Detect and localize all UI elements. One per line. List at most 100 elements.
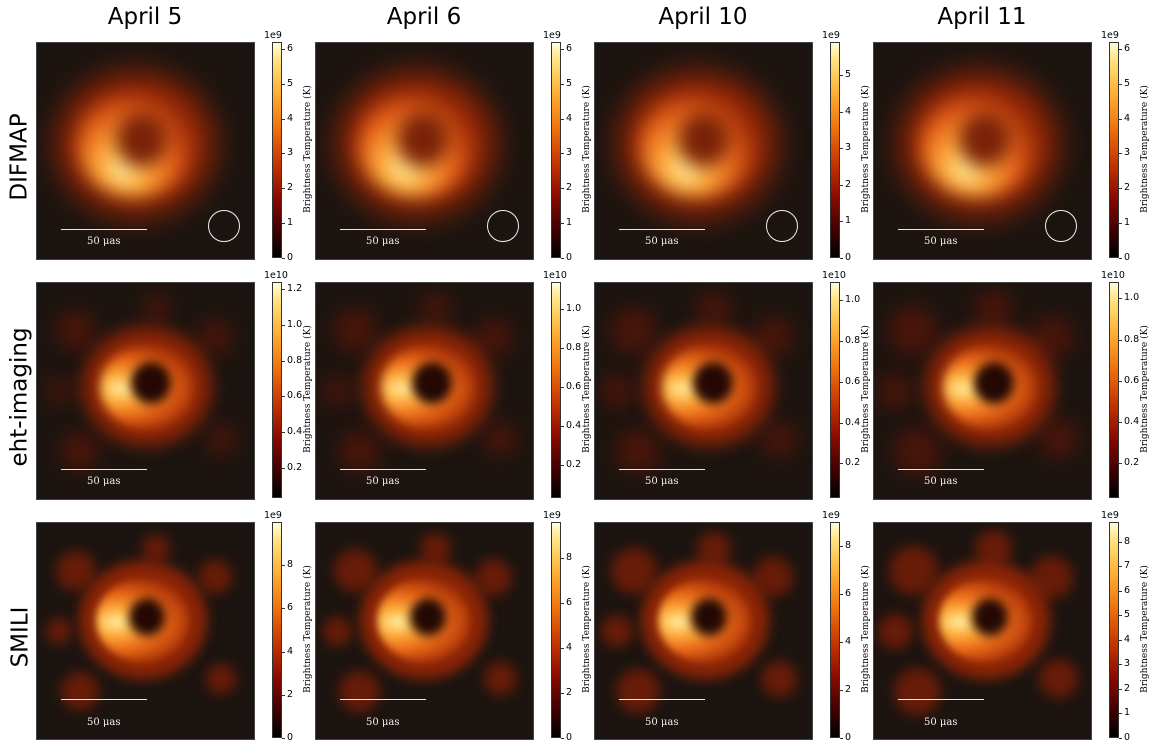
colorbar-tick-label: 0.4: [1124, 415, 1140, 427]
colorbar-tick-label: 0.8: [845, 335, 861, 347]
colorbar-tick-mark: [1119, 639, 1122, 641]
colorbar-tick-label: 0.4: [845, 416, 861, 428]
colorbar: [1109, 282, 1119, 498]
colorbar-label: Brightness Temperature (K): [1140, 85, 1150, 213]
row-label-text: eht-imaging: [7, 327, 34, 467]
colorbar-tick-mark: [561, 258, 564, 259]
colorbar-tick-label: 1: [1124, 707, 1131, 719]
colorbar: [272, 522, 282, 738]
colorbar-tick-label: 4: [845, 105, 852, 117]
colorbar-tick-mark: [1119, 421, 1122, 423]
emission-blob: [323, 616, 353, 646]
colorbar: [830, 42, 840, 258]
shadow-hole: [130, 361, 171, 404]
colorbar-tick-mark: [840, 642, 843, 643]
colorbar-tick-mark: [1119, 118, 1122, 120]
colorbar-tick-mark: [1119, 380, 1122, 382]
colorbar-tick-mark: [840, 594, 843, 595]
colorbar-tick-label: 1.2: [287, 283, 303, 295]
colorbar-tick-mark: [1119, 615, 1122, 617]
colorbar-tick-mark: [1119, 83, 1122, 85]
colorbar: [551, 282, 561, 498]
emission-blob: [56, 310, 97, 351]
colorbar-multiplier: 1e9: [1101, 30, 1119, 41]
colorbar-tick-mark: [561, 387, 564, 389]
colorbar-tick-label: 1.0: [845, 294, 861, 306]
colorbar-tick-label: 2: [287, 182, 294, 194]
row-label-2: SMILI: [6, 522, 34, 752]
colorbar-tick-label: 3: [287, 147, 294, 159]
emission-blob: [483, 662, 517, 696]
emission-blob: [206, 423, 237, 454]
colorbar-tick-label: 6: [287, 42, 294, 54]
colorbar: [551, 522, 561, 738]
colorbar-tick-mark: [282, 48, 285, 50]
colorbar-tick-mark: [561, 648, 564, 649]
colorbar-tick-label: 0.8: [1124, 333, 1140, 345]
colorbar-tick-label: 0: [1124, 252, 1131, 263]
scale-bar: [61, 699, 147, 700]
colorbar-tick-mark: [282, 467, 285, 469]
colorbar-tick-mark: [1119, 298, 1122, 300]
colorbar-tick-label: 0.2: [1124, 457, 1140, 469]
colorbar-tick-mark: [840, 381, 843, 383]
colorbar-tick-label: 2: [845, 684, 852, 695]
colorbar-multiplier: 1e10: [822, 270, 846, 281]
emission-blob: [419, 293, 451, 325]
colorbar-tick-mark: [1119, 713, 1122, 715]
emission-blob: [56, 550, 97, 591]
colorbar: [551, 42, 561, 258]
colorbar-tick-label: 6: [1124, 584, 1131, 596]
colorbar-tick-mark: [1119, 566, 1122, 568]
colorbar-tick-mark: [840, 690, 843, 691]
image-panel: 50 μas: [873, 522, 1092, 740]
emission-blob: [611, 547, 658, 594]
emission-blob: [323, 376, 353, 406]
colorbar-tick-label: 0.6: [1124, 374, 1140, 386]
emission-blob: [338, 430, 380, 472]
shadow-hole: [396, 112, 449, 167]
colorbar-tick-mark: [840, 422, 843, 424]
column-title-4: April 11: [937, 4, 1027, 30]
column-title-3: April 10: [658, 4, 748, 30]
colorbar-label: Brightness Temperature (K): [861, 565, 871, 693]
row-label-1: eht-imaging: [6, 282, 34, 512]
colorbar-tick-mark: [840, 184, 843, 186]
scale-bar: [619, 469, 705, 470]
colorbar-label: Brightness Temperature (K): [1140, 565, 1150, 693]
emission-blob: [45, 378, 72, 404]
image-panel: 50 μas: [315, 42, 534, 260]
colorbar-tick-mark: [561, 223, 564, 225]
row-label-text: DIFMAP: [7, 113, 34, 201]
colorbar-label: Brightness Temperature (K): [861, 85, 871, 213]
colorbar-tick-label: 0.2: [566, 458, 582, 470]
colorbar-tick-label: 6: [1124, 42, 1131, 54]
colorbar-tick-label: 5: [566, 77, 573, 89]
colorbar-tick-mark: [561, 603, 564, 604]
colorbar-tick-mark: [1119, 688, 1122, 690]
scale-bar: [619, 699, 705, 700]
colorbar-tick-mark: [1119, 339, 1122, 341]
colorbar-tick-mark: [1119, 541, 1122, 543]
colorbar-label: Brightness Temperature (K): [582, 565, 592, 693]
emission-blob: [475, 318, 513, 356]
shadow-hole: [411, 361, 452, 404]
colorbar-tick-label: 8: [566, 552, 573, 563]
colorbar-multiplier: 1e9: [1101, 510, 1119, 521]
image-panel: 50 μas: [594, 42, 813, 260]
emission-blob: [761, 660, 798, 697]
emission-blob: [974, 290, 1012, 328]
image-panel: 50 μas: [36, 522, 255, 740]
colorbar: [1109, 42, 1119, 258]
colorbar-tick-mark: [1119, 664, 1122, 666]
colorbar-tick-mark: [840, 111, 843, 113]
emission-blob: [893, 667, 941, 715]
colorbar-multiplier: 1e10: [543, 270, 567, 281]
colorbar-tick-mark: [282, 694, 285, 696]
scale-bar: [61, 469, 147, 470]
emission-blob: [61, 672, 100, 711]
colorbar-tick-label: 3: [845, 142, 852, 154]
colorbar: [830, 282, 840, 498]
colorbar-tick-mark: [561, 309, 564, 311]
scale-bar-label: 50 μas: [87, 717, 121, 728]
